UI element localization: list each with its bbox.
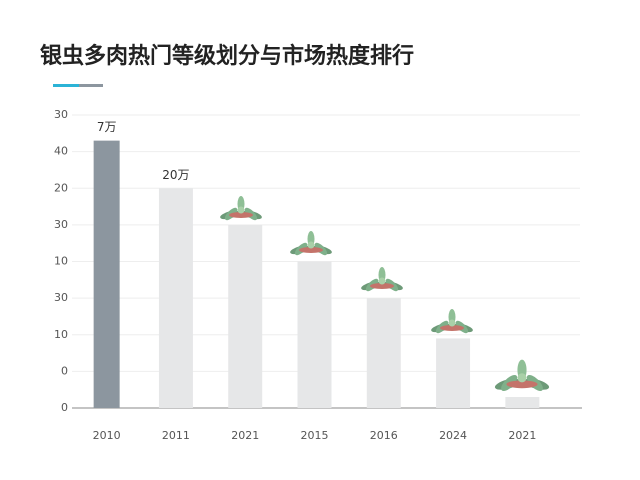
annotation: 20万 [162, 168, 189, 182]
x-tick-label: 2021 [508, 429, 536, 442]
x-tick-label: 2011 [162, 429, 190, 442]
y-tick-label: 0 [61, 401, 68, 414]
bar [366, 298, 401, 408]
title-accent [53, 84, 79, 87]
bar [158, 188, 193, 408]
succulent-icon [493, 359, 551, 394]
y-tick-label: 0 [61, 364, 68, 377]
x-tick-label: 2015 [301, 429, 329, 442]
x-tick-label: 2021 [231, 429, 259, 442]
y-tick-label: 40 [54, 145, 68, 158]
y-tick-label: 20 [54, 181, 68, 194]
title-accent [79, 84, 103, 87]
succulent-icon [219, 196, 263, 223]
bar [297, 261, 332, 408]
bar [436, 338, 471, 408]
bar [93, 140, 120, 408]
chart-title: 银虫多肉热门等级划分与市场热度排行 [40, 43, 414, 69]
y-tick-label: 30 [54, 218, 68, 231]
x-tick-label: 2024 [439, 429, 467, 442]
y-tick-label: 10 [54, 255, 68, 268]
succulent-icon [289, 231, 333, 258]
x-tick-label: 2010 [93, 429, 121, 442]
x-tick-label: 2016 [370, 429, 398, 442]
annotation: 7万 [97, 120, 117, 134]
y-tick-label: 30 [54, 108, 68, 121]
y-tick-label: 30 [54, 291, 68, 304]
bar [228, 224, 263, 408]
bar [505, 397, 540, 408]
y-tick-label: 10 [54, 328, 68, 341]
succulent-icon [360, 267, 404, 294]
succulent-icon [430, 309, 474, 336]
